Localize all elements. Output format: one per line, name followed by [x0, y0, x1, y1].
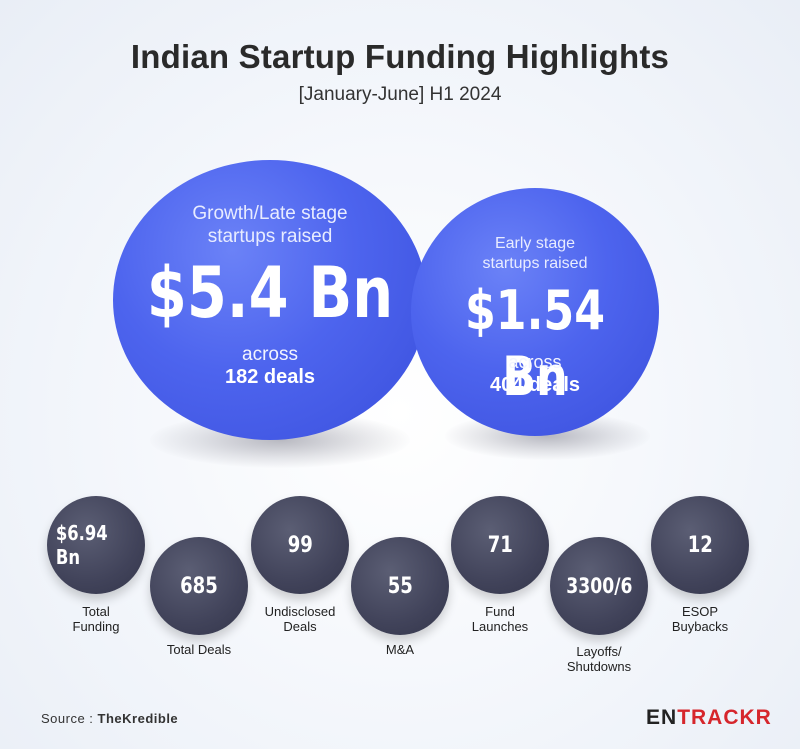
early-amount: $1.54 Bn [464, 279, 606, 408]
stat-undisclosed-circle: 99 [251, 496, 349, 594]
stat-caption-line: ESOP [681, 604, 719, 619]
stat-layoffs-value: 3300/6 [565, 574, 633, 598]
stat-fund-launches-value: 71 [487, 532, 513, 558]
logo-part-en: EN [646, 706, 678, 729]
early-label-line2: startups raised [482, 255, 588, 272]
stat-caption-line: Funding [72, 619, 120, 634]
stat-layoffs-caption: Layoffs/ Shutdowns [544, 644, 654, 674]
stat-ma-caption: M&A [345, 642, 455, 657]
stat-caption-line: Buybacks [671, 619, 729, 634]
stat-layoffs-circle: 3300/6 [550, 537, 648, 635]
source-credit: Source : TheKredible [41, 711, 178, 726]
stat-fund-launches-caption: Fund Launches [445, 604, 555, 634]
stat-total-funding-caption: Total Funding [41, 604, 151, 634]
growth-label-line2: startups raised [207, 226, 333, 247]
stat-undisclosed-value: 99 [287, 532, 313, 558]
growth-across: across [242, 344, 298, 365]
source-label: Source : [41, 711, 98, 726]
stat-total-deals-caption: Total Deals [144, 642, 254, 657]
early-across: across [508, 352, 562, 372]
early-stage-circle: Early stage startups raised $1.54 Bn acr… [411, 188, 659, 436]
stat-total-deals-circle: 685 [150, 537, 248, 635]
stat-caption-line: Undisclosed [264, 604, 336, 619]
stat-caption-line: Total [82, 604, 110, 619]
growth-amount: $5.4 Bn [146, 252, 394, 334]
growth-deals: 182 deals [224, 366, 316, 388]
stat-ma-circle: 55 [351, 537, 449, 635]
early-deals: 404 deals [489, 374, 581, 396]
stat-ma-value: 55 [387, 573, 413, 599]
stat-total-funding-value: $6.94 Bn [55, 521, 108, 569]
growth-stage-circle: Growth/Late stage startups raised $5.4 B… [113, 160, 427, 440]
entrackr-logo: ENTRACKR [646, 706, 772, 730]
page-title: Indian Startup Funding Highlights [130, 38, 670, 75]
source-name: TheKredible [97, 711, 179, 726]
stat-caption-line: Shutdowns [566, 659, 632, 674]
stat-esop-circle: 12 [651, 496, 749, 594]
stat-esop-caption: ESOP Buybacks [645, 604, 755, 634]
stat-caption-line: Fund [485, 604, 515, 619]
early-label-line1: Early stage [494, 235, 576, 252]
growth-label-line1: Growth/Late stage [192, 203, 348, 224]
stat-total-funding-circle: $6.94 Bn [47, 496, 145, 594]
logo-part-trackr: TRACKR [677, 706, 772, 729]
stat-caption-line: Launches [471, 619, 529, 634]
stat-fund-launches-circle: 71 [451, 496, 549, 594]
stat-total-deals-value: 685 [180, 573, 218, 599]
stat-caption-line: Total Deals [166, 642, 232, 657]
stat-undisclosed-caption: Undisclosed Deals [245, 604, 355, 634]
stat-caption-line: Deals [283, 619, 317, 634]
page-subtitle: [January-June] H1 2024 [298, 84, 502, 105]
stat-esop-value: 12 [687, 532, 713, 558]
stat-caption-line: M&A [385, 642, 415, 657]
stat-caption-line: Layoffs/ [576, 644, 622, 659]
